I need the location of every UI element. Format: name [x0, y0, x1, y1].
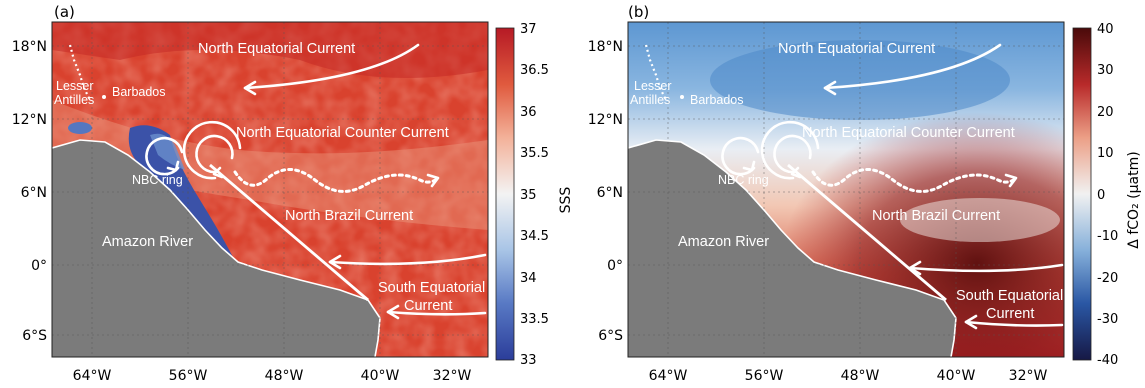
panel-a-letter: (a): [54, 3, 75, 21]
panel-a-label-necc: North Equatorial Counter Current: [236, 125, 449, 141]
lat-tick: 18°N: [12, 39, 47, 55]
lon-tick: 48°W: [841, 368, 880, 384]
panel-b-label-sec2: Current: [986, 306, 1034, 322]
panel-a-label-amazon: Amazon River: [102, 234, 193, 250]
panel-a-colorbar-label: SSS: [558, 187, 574, 214]
panel-a-label-antilles1: Lesser: [56, 79, 94, 93]
panel-b-label-barbados: Barbados: [690, 93, 744, 107]
colorbar-tick: 34: [520, 271, 537, 286]
panel-b-necc-arrow: [811, 168, 1018, 193]
colorbar-tick: 0: [1097, 188, 1105, 203]
lat-tick: 0°: [31, 258, 47, 274]
panel-a-lat-ticks: 18°N 12°N 6°N 0° 6°S: [12, 39, 47, 344]
panel-b-colorbar-label: Δ fCO₂ (μatm): [1126, 151, 1142, 248]
colorbar-tick: 33: [520, 353, 537, 368]
panel-a-colorbar-ticks: 37 36.5 36 35.5 35 34.5 34 33.5 33: [520, 22, 549, 368]
lat-tick: 12°N: [12, 112, 47, 128]
panel-b-nec-arrow: [823, 43, 1002, 90]
panel-b-retroflection-arrow: [760, 120, 820, 180]
lat-tick: 6°S: [22, 328, 47, 344]
panel-b-frame: [627, 21, 1065, 358]
lon-tick: 32°W: [433, 368, 472, 384]
colorbar-tick: -40: [1097, 353, 1118, 368]
lat-tick: 0°: [607, 258, 623, 274]
panel-a-colorbar: [495, 27, 515, 361]
lon-tick: 56°W: [745, 368, 784, 384]
panel-a-label-barbados: Barbados: [112, 85, 166, 99]
colorbar-tick: 36: [520, 105, 537, 120]
panel-b-lon-ticks: 64°W 56°W 48°W 40°W 32°W: [649, 368, 1048, 384]
panel-a-nbc-line: [209, 163, 369, 302]
colorbar-tick: -30: [1097, 312, 1118, 327]
panel-a-label-nec: North Equatorial Current: [198, 41, 355, 57]
panel-a-label-antilles2: Antilles: [54, 93, 94, 107]
lat-tick: 12°N: [588, 112, 623, 128]
panel-a-label-ring: NBC ring: [132, 173, 183, 187]
lon-tick: 40°W: [361, 368, 400, 384]
panel-a-necc-arrow: [233, 168, 440, 193]
colorbar-tick: 34.5: [520, 229, 549, 244]
panel-a-ring-arrow: [145, 136, 184, 176]
panel-b-label-nec: North Equatorial Current: [778, 41, 935, 57]
lat-tick: 6°N: [597, 185, 623, 201]
panel-b-sec-arrow-1: [908, 263, 1064, 273]
panel-b-lat-ticks: 18°N 12°N 6°N 0° 6°S: [588, 39, 623, 344]
lon-tick: 56°W: [169, 368, 208, 384]
lat-tick: 18°N: [588, 39, 623, 55]
lon-tick: 64°W: [73, 368, 112, 384]
panel-b-nbc-line: [787, 163, 947, 302]
panel-a-lon-ticks: 64°W 56°W 48°W 40°W 32°W: [73, 368, 472, 384]
panel-b-label-ring: NBC ring: [718, 173, 769, 187]
panel-b-ring-arrow: [721, 136, 760, 176]
colorbar-tick: 40: [1097, 22, 1114, 37]
lon-tick: 40°W: [937, 368, 976, 384]
colorbar-tick: -20: [1097, 271, 1118, 286]
lat-tick: 6°S: [598, 328, 623, 344]
panel-b-label-amazon: Amazon River: [678, 234, 769, 250]
colorbar-tick: -10: [1097, 229, 1118, 244]
panel-b-label-necc: North Equatorial Counter Current: [802, 125, 1015, 141]
panel-b-label-antilles1: Lesser: [634, 79, 672, 93]
panel-a-sec-arrow-2: [386, 310, 487, 316]
panel-a-label-sec1: South Equatorial: [378, 280, 485, 296]
panel-a-nec-arrow: [243, 43, 420, 90]
colorbar-tick: 30: [1097, 63, 1114, 78]
colorbar-tick: 33.5: [520, 312, 549, 327]
panel-b-colorbar: [1072, 27, 1092, 361]
panel-a-frame: [51, 21, 489, 358]
panel-b-land: [628, 140, 956, 357]
panel-b: (b): [588, 3, 1142, 384]
panel-b-label-antilles2: Antilles: [630, 93, 670, 107]
colorbar-tick: 20: [1097, 105, 1114, 120]
colorbar-tick: 35: [520, 188, 537, 203]
panel-b-colorbar-ticks: 40 30 20 10 0 -10 -20 -30 -40: [1097, 22, 1118, 368]
lat-tick: 6°N: [21, 185, 47, 201]
panel-b-label-nbc: North Brazil Current: [872, 208, 1000, 224]
colorbar-tick: 10: [1097, 146, 1114, 161]
panel-a-lesser-antilles: [68, 44, 91, 101]
panel-a-retroflection-arrow: [182, 120, 242, 180]
panel-a-sec-arrow-1: [328, 253, 487, 266]
panel-b-lesser-antilles: [644, 44, 667, 101]
lon-tick: 32°W: [1009, 368, 1048, 384]
panel-a-label-nbc: North Brazil Current: [285, 208, 413, 224]
lon-tick: 64°W: [649, 368, 688, 384]
panel-b-sec-arrow-2: [964, 320, 1064, 327]
colorbar-tick: 36.5: [520, 63, 549, 78]
panel-b-letter: (b): [628, 3, 649, 21]
colorbar-tick: 35.5: [520, 146, 549, 161]
panel-a-land: [52, 140, 380, 357]
panel-b-label-sec1: South Equatorial: [956, 288, 1063, 304]
panel-a: (a): [12, 3, 574, 384]
lon-tick: 48°W: [265, 368, 304, 384]
panel-a-label-sec2: Current: [404, 298, 452, 314]
colorbar-tick: 37: [520, 22, 537, 37]
